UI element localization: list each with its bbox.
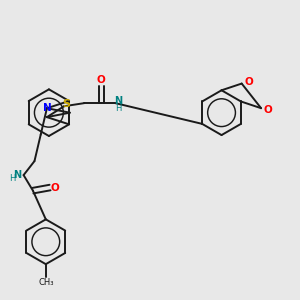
Text: N: N [13, 170, 21, 180]
Text: H: H [10, 174, 16, 183]
Text: S: S [62, 99, 70, 109]
Text: N: N [114, 96, 122, 106]
Text: O: O [97, 75, 106, 85]
Text: O: O [244, 77, 253, 87]
Text: O: O [50, 182, 59, 193]
Text: H: H [115, 104, 121, 113]
Text: O: O [264, 105, 272, 115]
Text: N: N [43, 103, 51, 113]
Text: CH₃: CH₃ [38, 278, 53, 287]
